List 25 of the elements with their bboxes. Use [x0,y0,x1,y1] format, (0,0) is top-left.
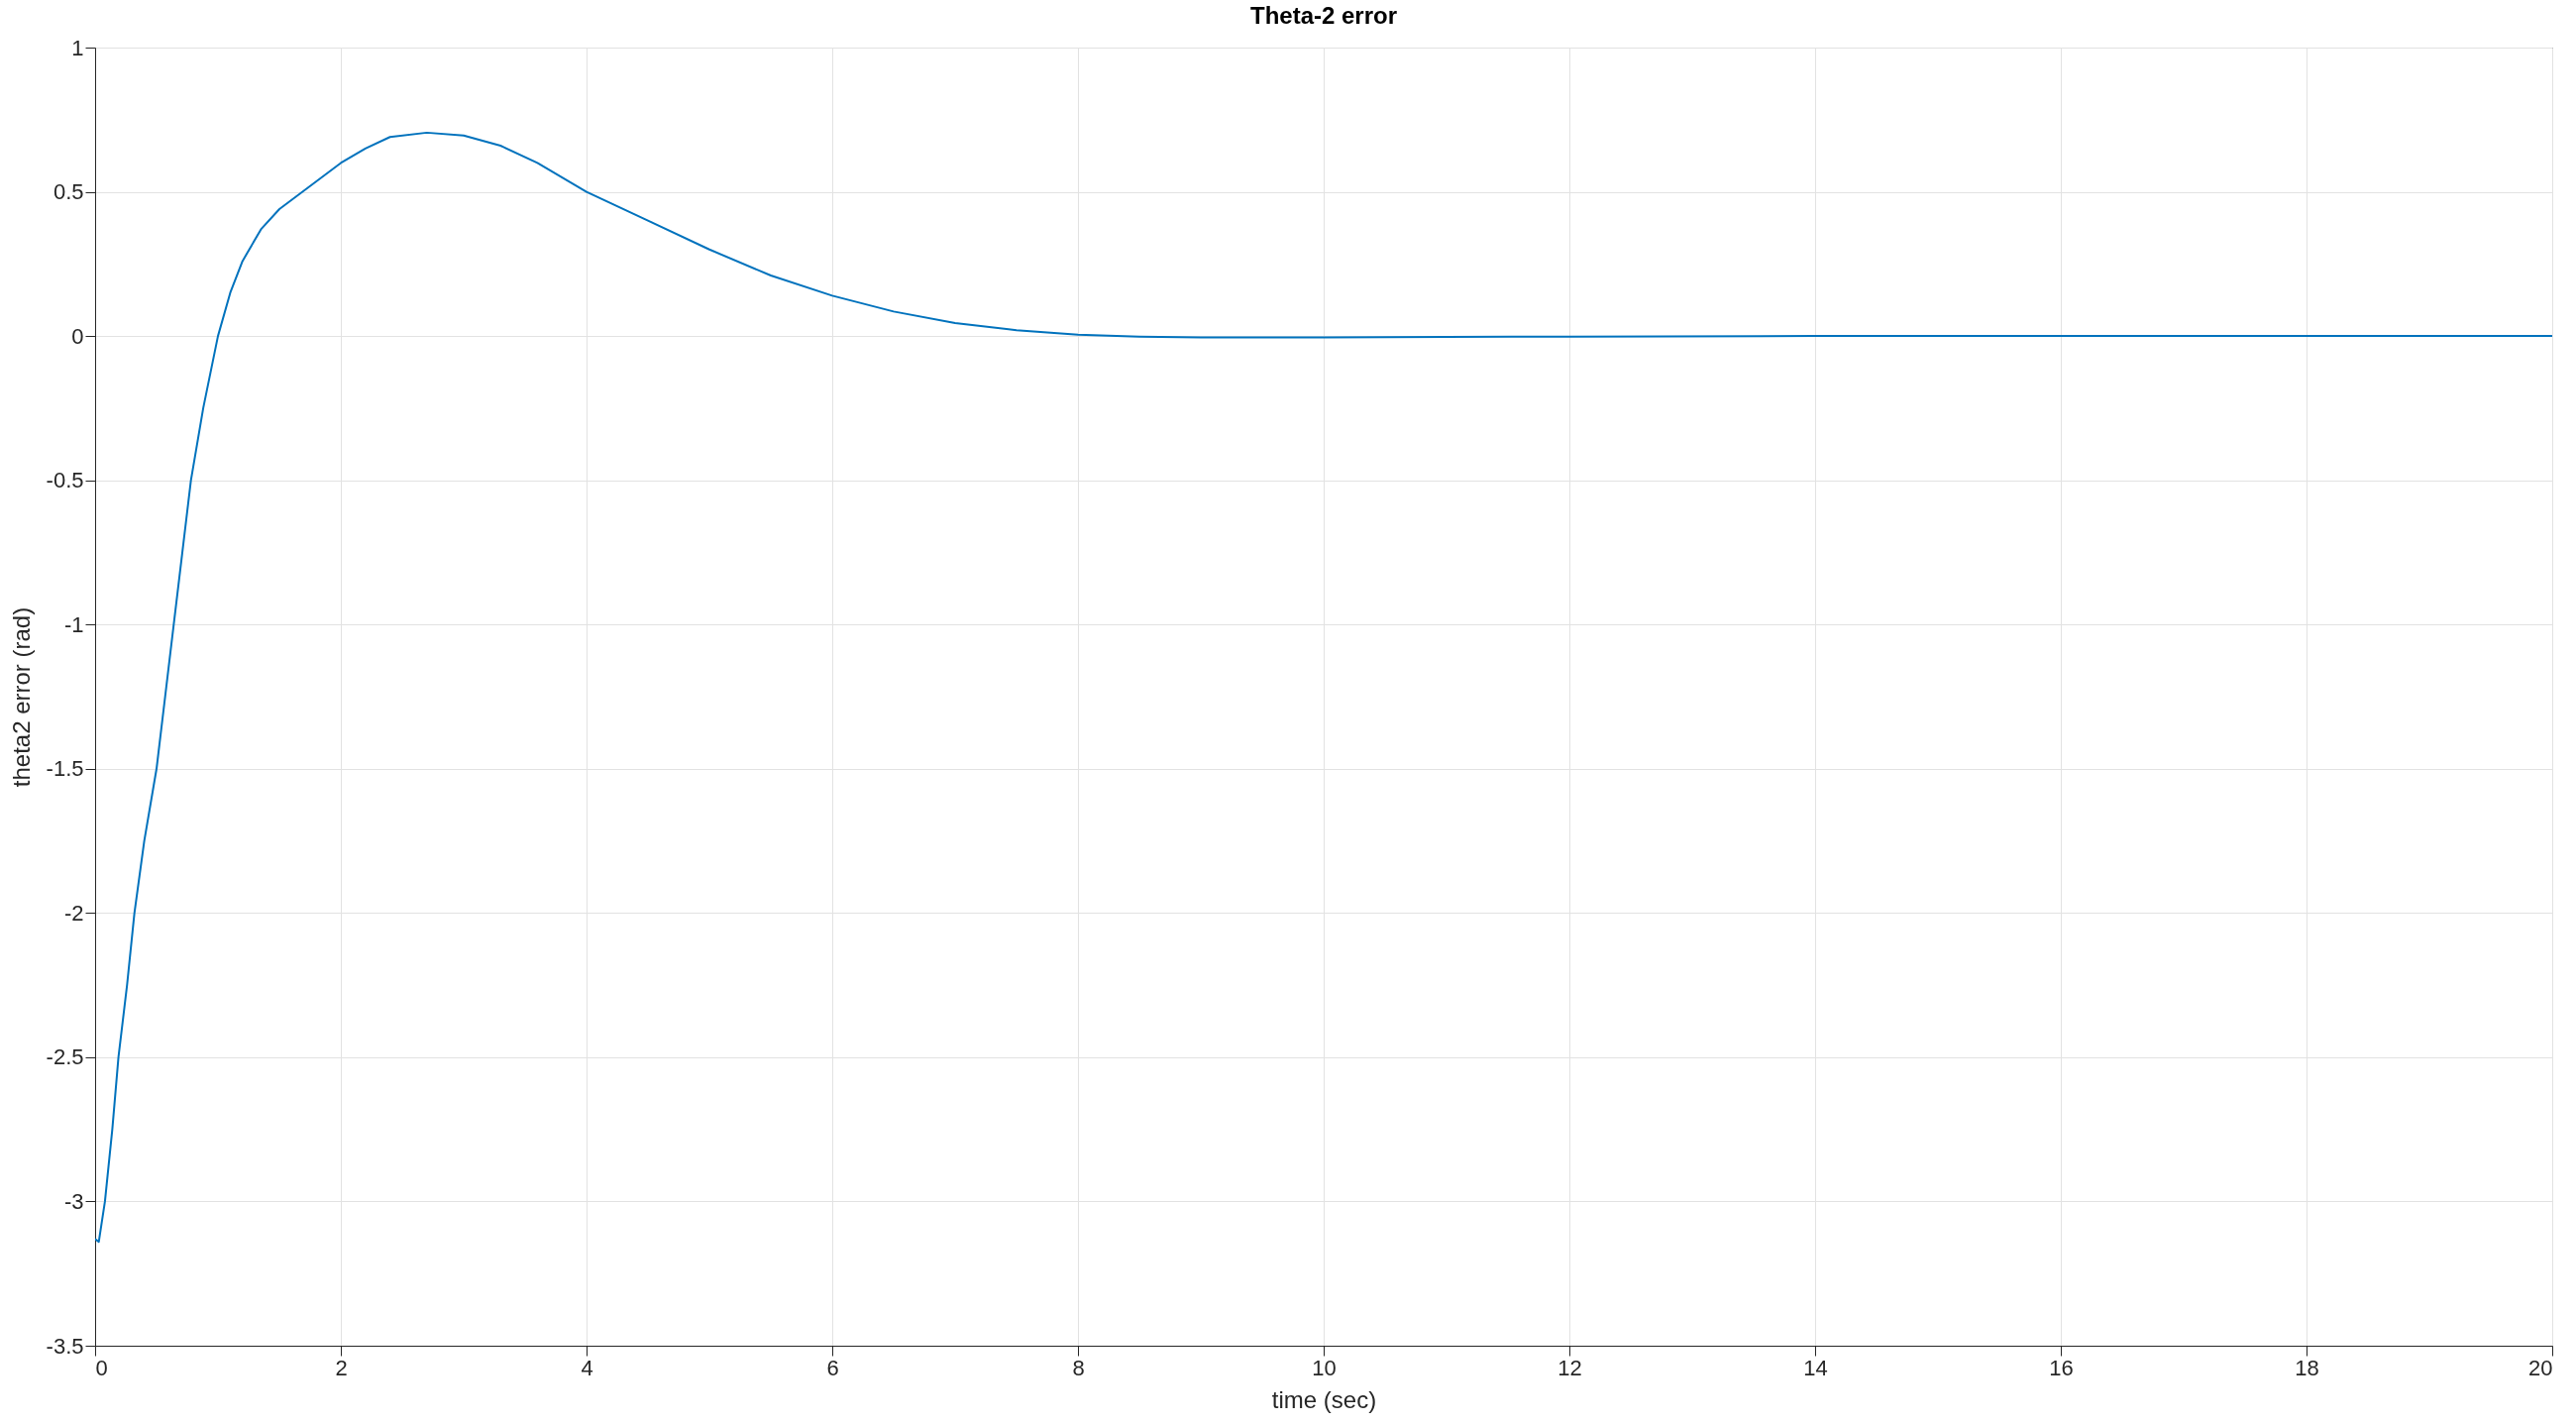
y-tick-label: -3.5 [46,1333,84,1359]
y-tick-label: -1.5 [46,756,84,782]
x-tick-label: 8 [1072,1355,1085,1380]
x-tick-label: 2 [335,1355,348,1380]
x-tick-label: 10 [1312,1355,1337,1380]
x-axis-title: time (sec) [1271,1385,1377,1413]
y-tick-label: 1 [71,35,84,60]
y-tick-label: -1 [63,611,84,637]
x-tick-label: 20 [2528,1355,2553,1380]
y-tick-label: 0 [71,323,84,349]
x-tick-label: 6 [826,1355,839,1380]
x-tick-label: 14 [1803,1355,1828,1380]
x-tick-label: 4 [581,1355,593,1380]
y-tick-label: 0.5 [53,179,84,205]
y-tick-label: -2.5 [46,1044,84,1070]
y-tick-label: -2 [63,900,84,926]
x-tick-label: 12 [1557,1355,1582,1380]
x-tick-label: 18 [2295,1355,2319,1380]
y-tick-label: -0.5 [46,468,84,493]
line-series [95,131,2552,1244]
chart-title: Theta-2 error [1249,2,1398,29]
y-axis-title: theta2 error (rad) [7,606,35,788]
y-tick-label: -3 [63,1188,84,1214]
x-tick-label: 16 [2049,1355,2074,1380]
x-tick-label: 0 [95,1355,108,1380]
